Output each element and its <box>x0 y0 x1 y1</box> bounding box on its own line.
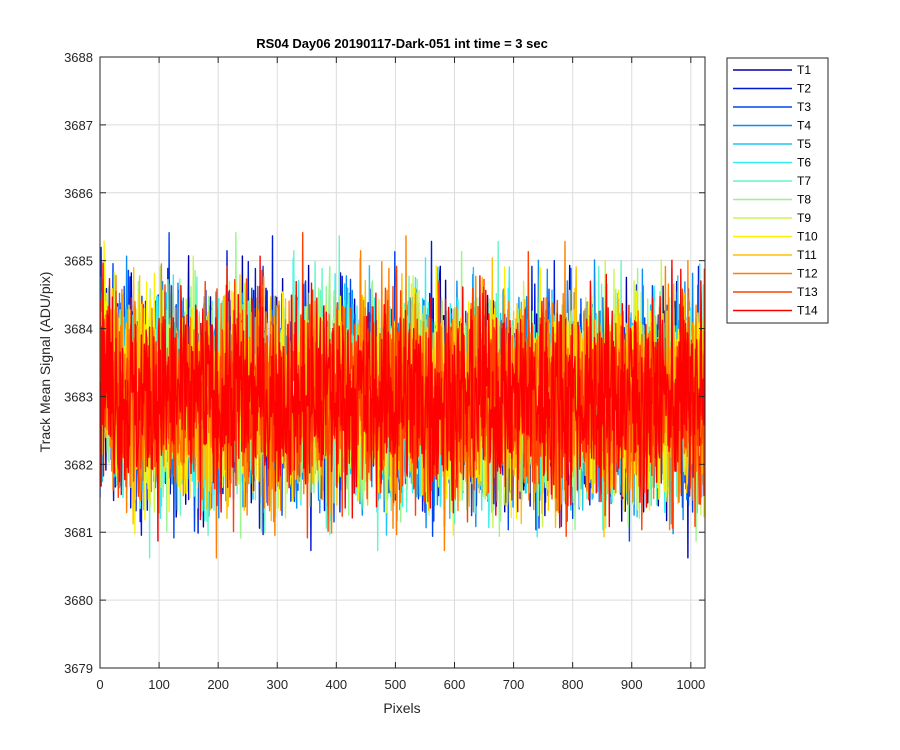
x-tick-label: 100 <box>148 677 170 692</box>
legend-label-t2: T2 <box>797 82 811 96</box>
x-tick-label: 500 <box>385 677 407 692</box>
legend-label-t4: T4 <box>797 119 811 133</box>
x-tick-label: 700 <box>503 677 525 692</box>
legend-label-t1: T1 <box>797 63 811 77</box>
y-tick-label: 3681 <box>64 525 93 540</box>
chart-title: RS04 Day06 20190117-Dark-051 int time = … <box>256 36 548 51</box>
y-tick-label: 3679 <box>64 661 93 676</box>
legend-label-t5: T5 <box>797 137 811 151</box>
legend-label-t13: T13 <box>797 285 818 299</box>
series-line-t14 <box>100 255 705 542</box>
series-lines <box>100 232 705 559</box>
legend-label-t8: T8 <box>797 193 811 207</box>
axes-box <box>99 56 706 669</box>
legend: T1 T2 T3 T4 T5 T6 T7 T8 T9 T10 T11 T12 T13 T14 <box>726 57 829 324</box>
legend-label-t9: T9 <box>797 211 811 225</box>
legend-label-t6: T6 <box>797 156 811 170</box>
x-axis-ticks: 0 100 200 300 400 500 600 700 800 900 1000 <box>96 57 705 692</box>
x-axis-label: Pixels <box>383 700 420 716</box>
x-tick-label: 0 <box>96 677 103 692</box>
y-tick-label: 3687 <box>64 118 93 133</box>
legend-label-t7: T7 <box>797 174 811 188</box>
y-tick-label: 3688 <box>64 50 93 65</box>
legend-label-t12: T12 <box>797 267 818 281</box>
x-tick-label: 400 <box>325 677 347 692</box>
legend-label-t11: T11 <box>797 248 817 262</box>
legend-label-t14: T14 <box>797 304 818 318</box>
x-tick-label: 600 <box>444 677 466 692</box>
y-axis-label: Track Mean Signal (ADU/pix) <box>37 272 53 453</box>
plot-area <box>100 232 705 559</box>
legend-box <box>726 57 829 324</box>
legend-label-t10: T10 <box>797 230 818 244</box>
x-tick-label: 1000 <box>676 677 705 692</box>
x-tick-label: 200 <box>207 677 229 692</box>
y-tick-label: 3686 <box>64 186 93 201</box>
x-tick-label: 300 <box>266 677 288 692</box>
legend-label-t3: T3 <box>797 100 811 114</box>
y-tick-label: 3682 <box>64 457 93 472</box>
x-tick-label: 800 <box>562 677 584 692</box>
y-tick-label: 3684 <box>64 322 93 337</box>
x-tick-label: 900 <box>621 677 643 692</box>
y-axis-ticks: 3679 3680 3681 3682 3683 3684 3685 3686 3687 3688 <box>64 50 705 676</box>
y-tick-label: 3683 <box>64 389 93 404</box>
y-tick-label: 3685 <box>64 254 93 269</box>
y-tick-label: 3680 <box>64 593 93 608</box>
